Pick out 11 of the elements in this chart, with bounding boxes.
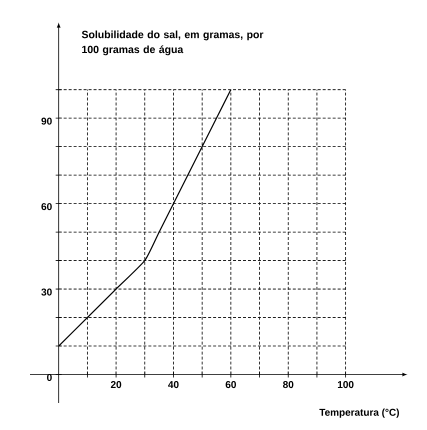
y-tick-label: 30 bbox=[41, 288, 52, 296]
y-tick-label: 90 bbox=[41, 118, 52, 125]
x-tick-label: 100 bbox=[338, 381, 354, 388]
y-axis-title: Solubilidade do sal, em gramas, por 100 gramas de água bbox=[82, 30, 264, 56]
x-tick-label: 20 bbox=[110, 381, 122, 388]
x-tick-label: 60 bbox=[226, 381, 236, 388]
y-tick-label: 60 bbox=[41, 203, 52, 210]
x-tick-label: 80 bbox=[283, 381, 294, 388]
x-tick-label: 40 bbox=[168, 381, 179, 388]
x-axis-title: Temperatura (°C) bbox=[319, 408, 399, 418]
y-tick-label: 0 bbox=[47, 374, 52, 382]
